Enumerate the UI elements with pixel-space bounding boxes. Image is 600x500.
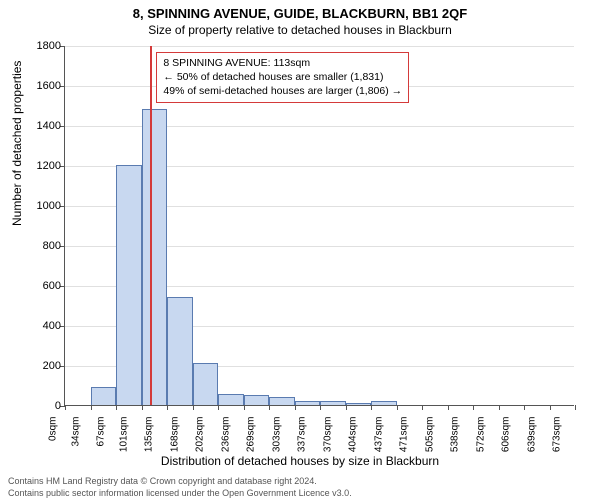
x-tick-label: 269sqm bbox=[246, 417, 257, 453]
x-tick-label: 606sqm bbox=[501, 417, 512, 453]
plot-area: 0200400600800100012001400160018000sqm34s… bbox=[64, 46, 574, 406]
chart-container: 8, SPINNING AVENUE, GUIDE, BLACKBURN, BB… bbox=[0, 0, 600, 500]
x-tick-label: 404sqm bbox=[348, 417, 359, 453]
y-tick-label: 400 bbox=[43, 320, 65, 332]
histogram-bar bbox=[295, 401, 321, 405]
x-tick-mark bbox=[499, 405, 500, 410]
x-tick-mark bbox=[422, 405, 423, 410]
y-tick-label: 1800 bbox=[37, 40, 65, 52]
reference-line bbox=[150, 46, 152, 405]
x-tick-mark bbox=[524, 405, 525, 410]
x-tick-label: 67sqm bbox=[95, 417, 106, 447]
x-tick-mark bbox=[550, 405, 551, 410]
x-tick-label: 572sqm bbox=[475, 417, 486, 453]
histogram-bar bbox=[218, 394, 244, 405]
x-tick-label: 673sqm bbox=[552, 417, 563, 453]
x-tick-mark bbox=[91, 405, 92, 410]
x-tick-label: 303sqm bbox=[271, 417, 282, 453]
footnote-1: Contains HM Land Registry data © Crown c… bbox=[8, 476, 317, 486]
annotation-line: 8 SPINNING AVENUE: 113sqm bbox=[163, 56, 402, 70]
y-tick-label: 600 bbox=[43, 280, 65, 292]
histogram-bar bbox=[269, 397, 295, 405]
annotation-line: 49% of semi-detached houses are larger (… bbox=[163, 84, 402, 98]
x-tick-mark bbox=[244, 405, 245, 410]
chart-subtitle: Size of property relative to detached ho… bbox=[0, 21, 600, 37]
x-tick-label: 101sqm bbox=[118, 417, 129, 453]
histogram-bar bbox=[320, 401, 346, 405]
y-tick-label: 1200 bbox=[37, 160, 65, 172]
histogram-bar bbox=[193, 363, 219, 405]
x-tick-mark bbox=[295, 405, 296, 410]
x-tick-mark bbox=[218, 405, 219, 410]
x-tick-label: 135sqm bbox=[144, 417, 155, 453]
x-tick-label: 370sqm bbox=[322, 417, 333, 453]
histogram-bar bbox=[91, 387, 117, 405]
histogram-bar bbox=[371, 401, 397, 405]
histogram-bar bbox=[244, 395, 270, 405]
y-axis-label: Number of detached properties bbox=[10, 61, 24, 226]
gridline bbox=[65, 46, 574, 47]
x-tick-label: 639sqm bbox=[526, 417, 537, 453]
x-tick-label: 471sqm bbox=[399, 417, 410, 453]
x-tick-label: 168sqm bbox=[169, 417, 180, 453]
annotation-box: 8 SPINNING AVENUE: 113sqm← 50% of detach… bbox=[156, 52, 409, 103]
y-tick-label: 200 bbox=[43, 360, 65, 372]
x-tick-mark bbox=[167, 405, 168, 410]
x-tick-mark bbox=[269, 405, 270, 410]
x-tick-label: 538sqm bbox=[450, 417, 461, 453]
x-axis-label: Distribution of detached houses by size … bbox=[0, 454, 600, 468]
histogram-bar bbox=[346, 403, 372, 405]
footnote-2: Contains public sector information licen… bbox=[8, 488, 352, 498]
x-tick-mark bbox=[346, 405, 347, 410]
histogram-bar bbox=[116, 165, 142, 405]
x-tick-label: 202sqm bbox=[195, 417, 206, 453]
annotation-line: ← 50% of detached houses are smaller (1,… bbox=[163, 70, 402, 84]
chart-title: 8, SPINNING AVENUE, GUIDE, BLACKBURN, BB… bbox=[0, 0, 600, 21]
x-tick-mark bbox=[397, 405, 398, 410]
x-tick-mark bbox=[371, 405, 372, 410]
x-tick-mark bbox=[193, 405, 194, 410]
x-tick-mark bbox=[65, 405, 66, 410]
x-tick-label: 505sqm bbox=[424, 417, 435, 453]
y-tick-label: 1600 bbox=[37, 80, 65, 92]
histogram-bar bbox=[142, 109, 168, 405]
x-tick-mark bbox=[320, 405, 321, 410]
y-tick-label: 1000 bbox=[37, 200, 65, 212]
x-tick-mark bbox=[473, 405, 474, 410]
y-tick-label: 800 bbox=[43, 240, 65, 252]
y-tick-label: 0 bbox=[55, 400, 65, 412]
x-tick-label: 236sqm bbox=[220, 417, 231, 453]
y-tick-label: 1400 bbox=[37, 120, 65, 132]
x-tick-label: 0sqm bbox=[47, 417, 58, 441]
x-tick-label: 337sqm bbox=[297, 417, 308, 453]
x-tick-mark bbox=[116, 405, 117, 410]
x-tick-mark bbox=[448, 405, 449, 410]
x-tick-mark bbox=[142, 405, 143, 410]
x-tick-label: 437sqm bbox=[373, 417, 384, 453]
x-tick-mark bbox=[575, 405, 576, 410]
x-tick-label: 34sqm bbox=[70, 417, 81, 447]
histogram-bar bbox=[167, 297, 193, 405]
